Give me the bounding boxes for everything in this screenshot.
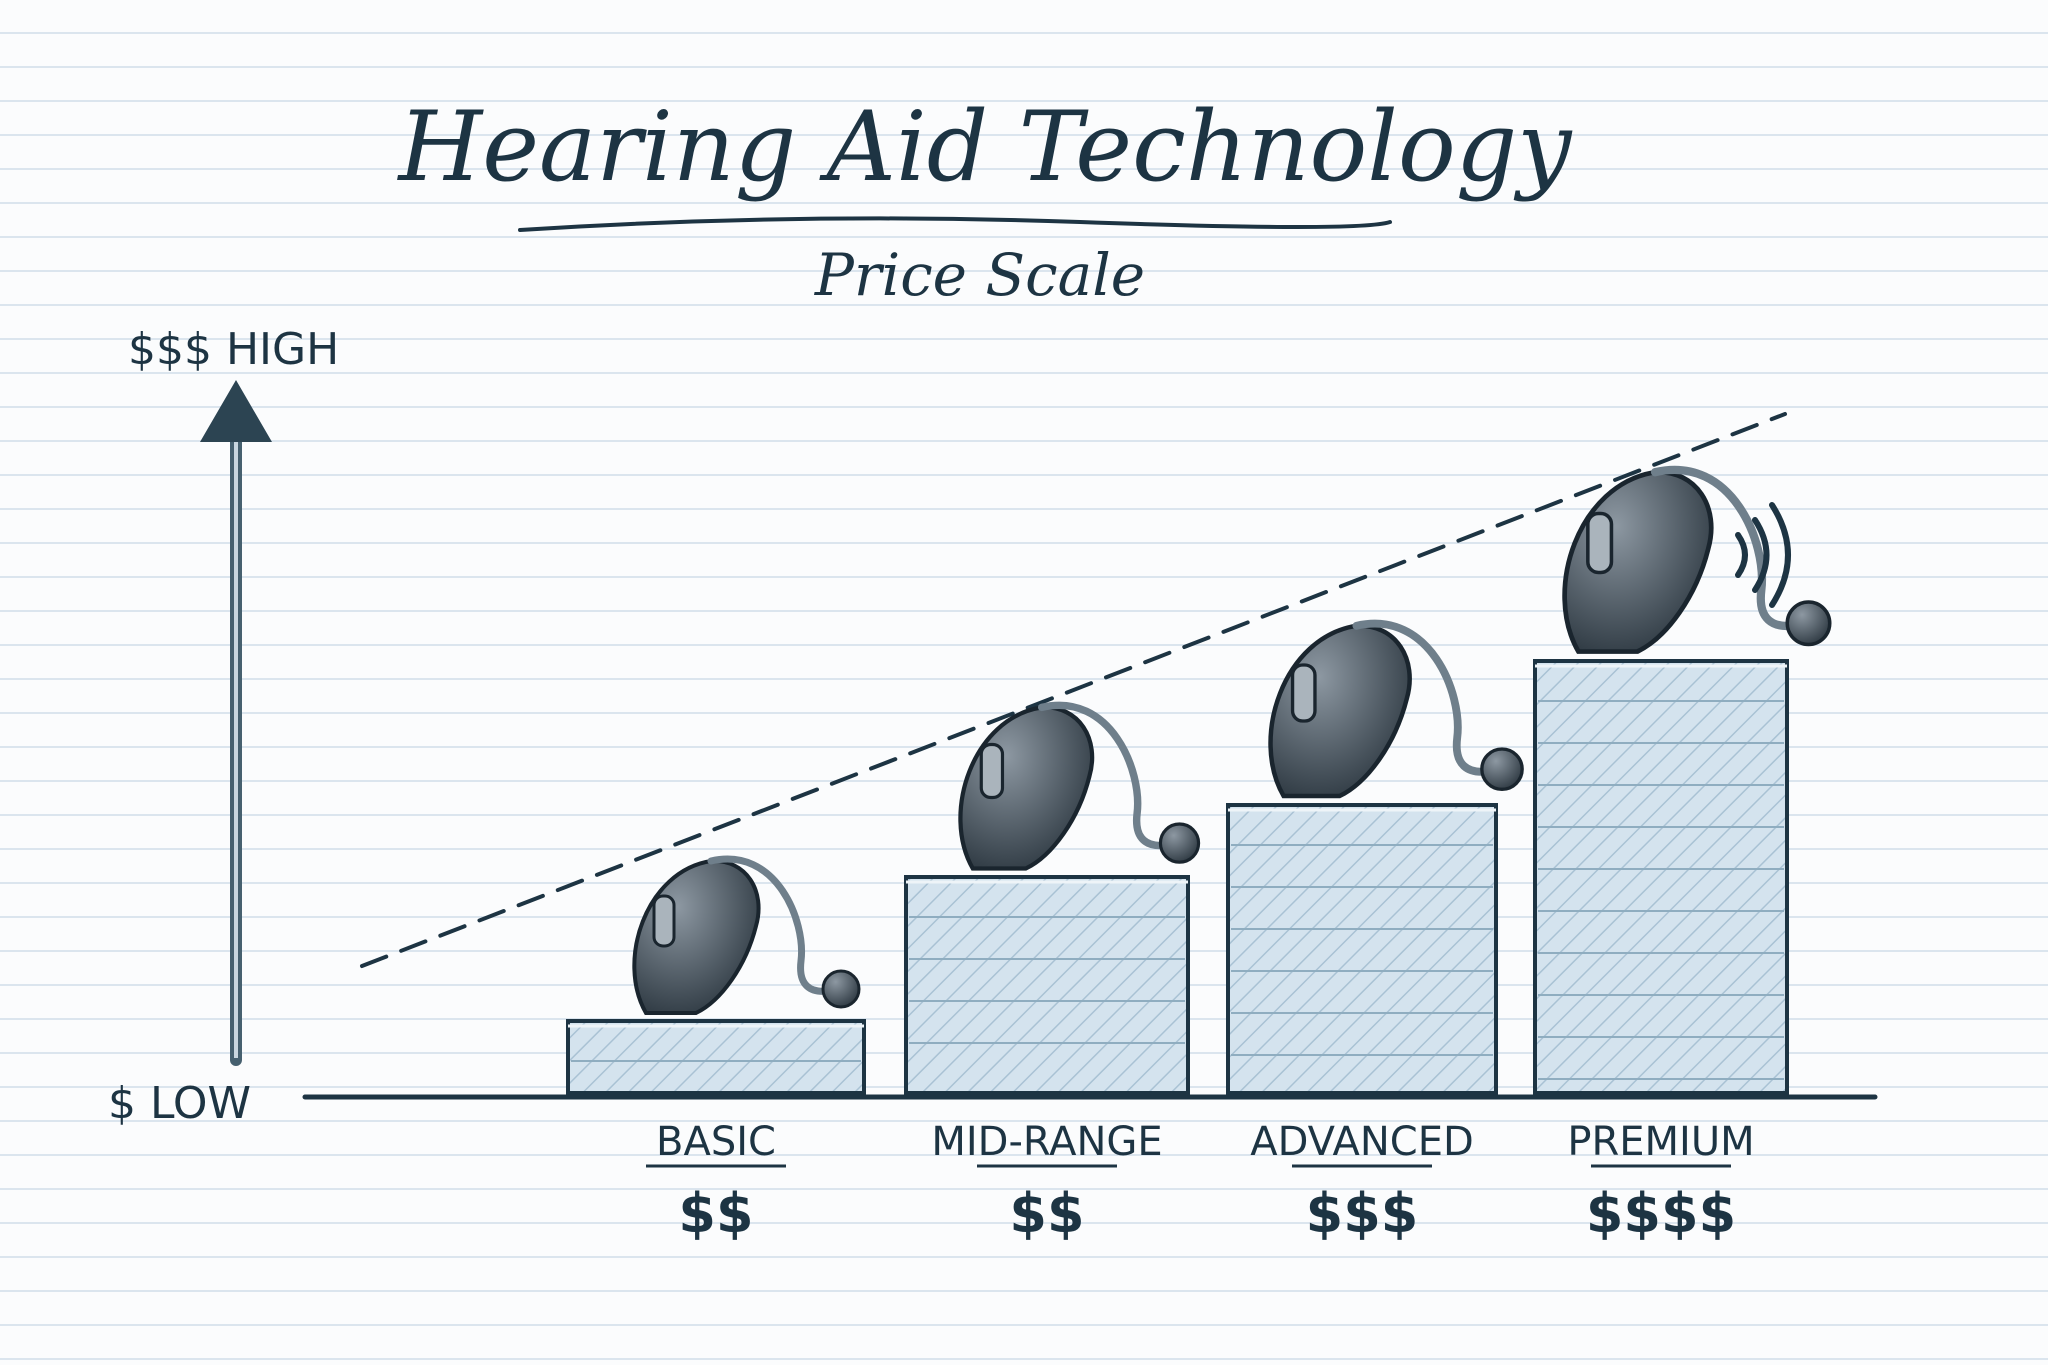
sound-waves-icon xyxy=(1735,502,1791,608)
device-tube xyxy=(1352,619,1492,776)
hearing-aid-premium-icon xyxy=(1562,465,1832,654)
bar-basic xyxy=(566,1019,866,1095)
devices-group xyxy=(632,465,1832,1015)
bars-group xyxy=(566,659,1789,1095)
y-axis-low-label: $ LOW xyxy=(108,1078,251,1129)
category-label-advanced: ADVANCED xyxy=(1250,1119,1474,1165)
category-label-mid-range: MID-RANGE xyxy=(931,1119,1162,1165)
category-label-premium: PREMIUM xyxy=(1567,1119,1754,1165)
device-tube xyxy=(707,855,832,995)
price-label-premium: $$$$ xyxy=(1586,1182,1736,1245)
device-earpiece xyxy=(1158,822,1201,864)
bar-premium xyxy=(1533,659,1789,1095)
device-earpiece xyxy=(1785,600,1832,647)
device-tube xyxy=(1037,701,1170,850)
trend-line xyxy=(360,412,1787,968)
bar-advanced xyxy=(1226,803,1498,1095)
y-axis-arrowhead xyxy=(200,380,272,442)
title-underline xyxy=(518,216,1392,232)
bar-mid-range xyxy=(904,875,1190,1095)
device-button xyxy=(979,742,1005,800)
hearing-aid-basic-icon xyxy=(632,855,861,1015)
category-label-basic: BASIC xyxy=(656,1119,776,1165)
device-button xyxy=(1290,663,1317,723)
device-button xyxy=(652,894,676,948)
hearing-aid-mid-range-icon xyxy=(958,701,1201,871)
chart-title: Hearing Aid Technology xyxy=(397,91,1574,203)
price-label-advanced: $$$ xyxy=(1306,1182,1419,1245)
device-earpiece xyxy=(821,969,861,1009)
device-earpiece xyxy=(1480,747,1524,791)
chart-subtitle: Price Scale xyxy=(814,241,1145,309)
y-axis-high-label: $$$ HIGH xyxy=(128,324,339,375)
price-label-basic: $$ xyxy=(678,1182,753,1245)
price-label-mid-range: $$ xyxy=(1009,1182,1084,1245)
device-button xyxy=(1586,511,1614,575)
hearing-aid-advanced-icon xyxy=(1268,619,1524,799)
labels-group: BASIC $$ MID-RANGE $$ ADVANCED $$$ PREMIUM $$$$ xyxy=(646,1119,1755,1245)
